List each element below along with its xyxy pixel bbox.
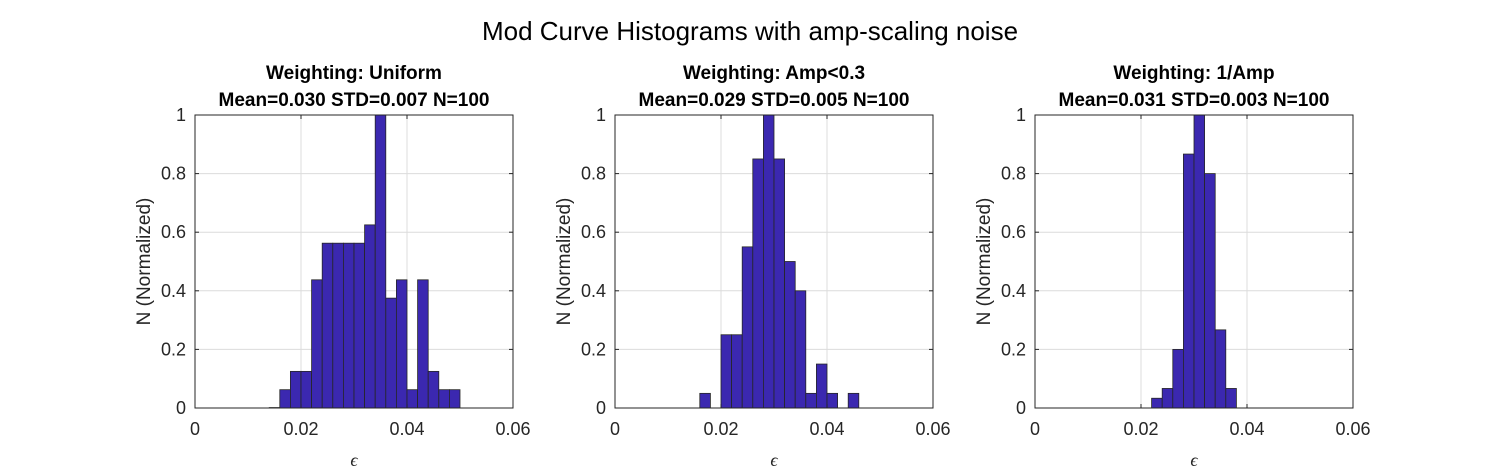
- figure-title: Mod Curve Histograms with amp-scaling no…: [482, 16, 1018, 46]
- x-axis-label: ϵ: [350, 450, 358, 469]
- x-tick-label: 0: [1030, 419, 1040, 439]
- x-axis-label: ϵ: [770, 450, 778, 469]
- y-tick-label: 0: [596, 398, 606, 418]
- panel-subtitle: Mean=0.031 STD=0.003 N=100: [1059, 90, 1330, 111]
- histogram-panel-1: 0 0.02 0.04 0.06 0 0.2 0.4 0.6 0.8 1 Weighting: Un…: [134, 63, 531, 469]
- y-tick-label: 0.6: [1001, 222, 1026, 242]
- histogram-bar: [311, 279, 323, 409]
- y-tick-label: 0: [1016, 398, 1026, 418]
- histogram-bar: [385, 297, 397, 409]
- histogram-bar: [826, 392, 839, 409]
- histogram-bar: [1172, 348, 1184, 409]
- histogram-bar: [332, 242, 344, 409]
- histogram-bar: [417, 279, 429, 409]
- histogram-bar: [289, 370, 302, 409]
- panel-subtitle: Mean=0.030 STD=0.007 N=100: [219, 90, 490, 111]
- axes-box: [1034, 114, 1354, 409]
- x-tick-label: 0.06: [915, 419, 950, 439]
- histogram-bar: [438, 389, 450, 409]
- y-tick-label: 0.6: [581, 222, 606, 242]
- y-tick-label: 0.6: [161, 222, 186, 242]
- histogram-bar: [395, 279, 408, 409]
- y-axis-label: N (Normalized): [974, 198, 995, 326]
- x-tick-label: 0: [190, 419, 200, 439]
- x-tick-label: 0.06: [1335, 419, 1370, 439]
- x-tick-label: 0.04: [809, 419, 844, 439]
- y-tick-label: 0.2: [161, 339, 186, 359]
- histogram-bar: [752, 158, 764, 409]
- y-tick-label: 0.4: [581, 281, 606, 301]
- histogram-bar: [353, 242, 366, 409]
- y-tick-label: 0.4: [1001, 281, 1026, 301]
- y-tick-label: 1: [596, 105, 606, 125]
- y-tick-label: 0.2: [581, 339, 606, 359]
- x-tick-label: 0.02: [283, 419, 318, 439]
- histogram-bar: [773, 158, 786, 409]
- panel-title: Weighting: Amp<0.3: [683, 63, 865, 84]
- histogram-bar: [1193, 114, 1205, 409]
- histogram-bar: [805, 392, 817, 409]
- y-tick-label: 0.2: [1001, 339, 1026, 359]
- histogram-bar: [300, 370, 313, 409]
- histogram-bar: [1161, 388, 1174, 409]
- x-tick-label: 0.04: [389, 419, 424, 439]
- histogram-bar: [448, 389, 461, 409]
- histogram-bar: [427, 370, 440, 409]
- histogram-panel-2: 0 0.02 0.04 0.06 0 0.2 0.4 0.6 0.8 1 Weighting: Am…: [554, 63, 951, 469]
- histogram-bar: [763, 114, 775, 409]
- y-tick-label: 0.8: [581, 164, 606, 184]
- axes-box: [194, 114, 514, 409]
- histogram-bar: [699, 392, 711, 409]
- histogram-bar: [279, 389, 291, 409]
- x-tick-label: 0: [610, 419, 620, 439]
- histogram-bar: [741, 246, 754, 409]
- axes-box: [614, 114, 934, 409]
- x-tick-label: 0.04: [1229, 419, 1264, 439]
- histogram-bar: [816, 363, 828, 409]
- histogram-bar: [406, 389, 419, 409]
- histogram-bar: [720, 334, 733, 409]
- histogram-bar: [1151, 397, 1163, 409]
- y-axis-label: N (Normalized): [554, 198, 575, 326]
- x-axis-label: ϵ: [1190, 450, 1198, 469]
- x-tick-label: 0.02: [703, 419, 738, 439]
- y-tick-label: 0.8: [1001, 164, 1026, 184]
- panel-title: Weighting: 1/Amp: [1113, 63, 1274, 84]
- y-tick-label: 1: [176, 105, 186, 125]
- histogram-bar: [784, 261, 796, 409]
- y-tick-label: 0.8: [161, 164, 186, 184]
- y-tick-label: 1: [1016, 105, 1026, 125]
- histogram-bar: [1225, 388, 1237, 409]
- histogram-bar: [731, 334, 743, 409]
- histogram-bar: [364, 224, 376, 409]
- histogram-panel-3: 0 0.02 0.04 0.06 0 0.2 0.4 0.6 0.8 1 Weighting: 1/…: [974, 63, 1371, 469]
- histogram-bar: [321, 242, 334, 409]
- x-tick-label: 0.06: [495, 419, 530, 439]
- histogram-bar: [1183, 153, 1195, 409]
- y-tick-label: 0: [176, 398, 186, 418]
- panel-subtitle: Mean=0.029 STD=0.005 N=100: [639, 90, 910, 111]
- histogram-bar: [847, 392, 860, 409]
- histogram-bar: [1214, 329, 1227, 409]
- histogram-bar: [374, 114, 387, 409]
- histogram-bar: [342, 242, 355, 409]
- y-axis-label: N (Normalized): [134, 198, 155, 326]
- y-tick-label: 0.4: [161, 281, 186, 301]
- panel-title: Weighting: Uniform: [266, 63, 442, 84]
- histogram-bar: [794, 290, 807, 409]
- histogram-bar: [1204, 173, 1216, 409]
- x-tick-label: 0.02: [1123, 419, 1158, 439]
